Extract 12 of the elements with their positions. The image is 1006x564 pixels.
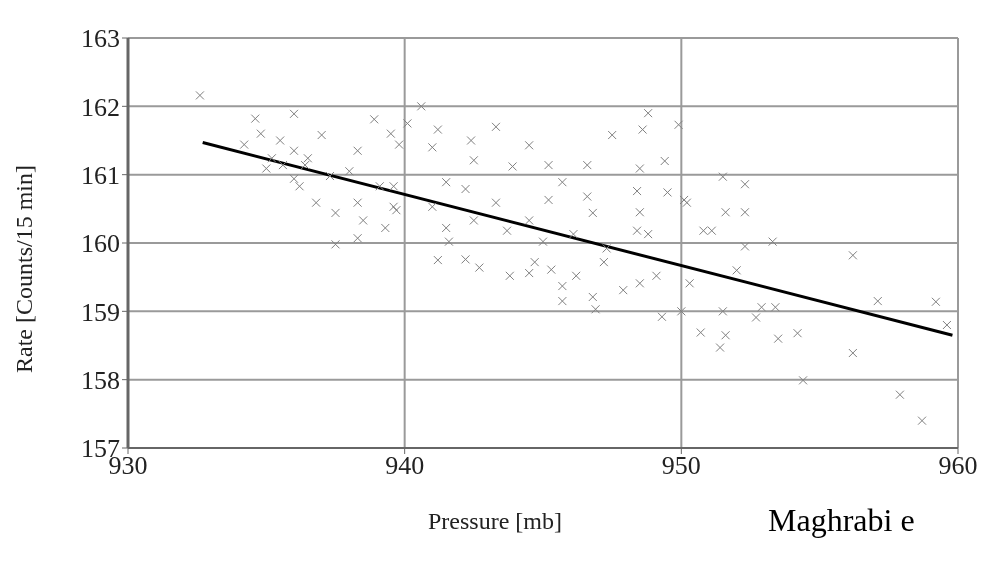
y-axis-title: Rate [Counts/15 min] bbox=[10, 165, 37, 373]
x-axis-title: Pressure [mb] bbox=[428, 508, 562, 535]
x-tick-label: 940 bbox=[385, 451, 425, 481]
y-tick-label: 161 bbox=[81, 160, 120, 190]
y-tick-label: 158 bbox=[81, 365, 120, 395]
y-tick-label: 162 bbox=[81, 92, 120, 122]
x-tick-label: 950 bbox=[661, 451, 701, 481]
y-tick-label: 160 bbox=[81, 229, 120, 259]
text: Maghrabi e bbox=[768, 502, 915, 539]
x-tick-label: 960 bbox=[938, 451, 978, 481]
y-tick-label: 159 bbox=[81, 297, 120, 327]
y-tick-label: 163 bbox=[81, 24, 120, 54]
